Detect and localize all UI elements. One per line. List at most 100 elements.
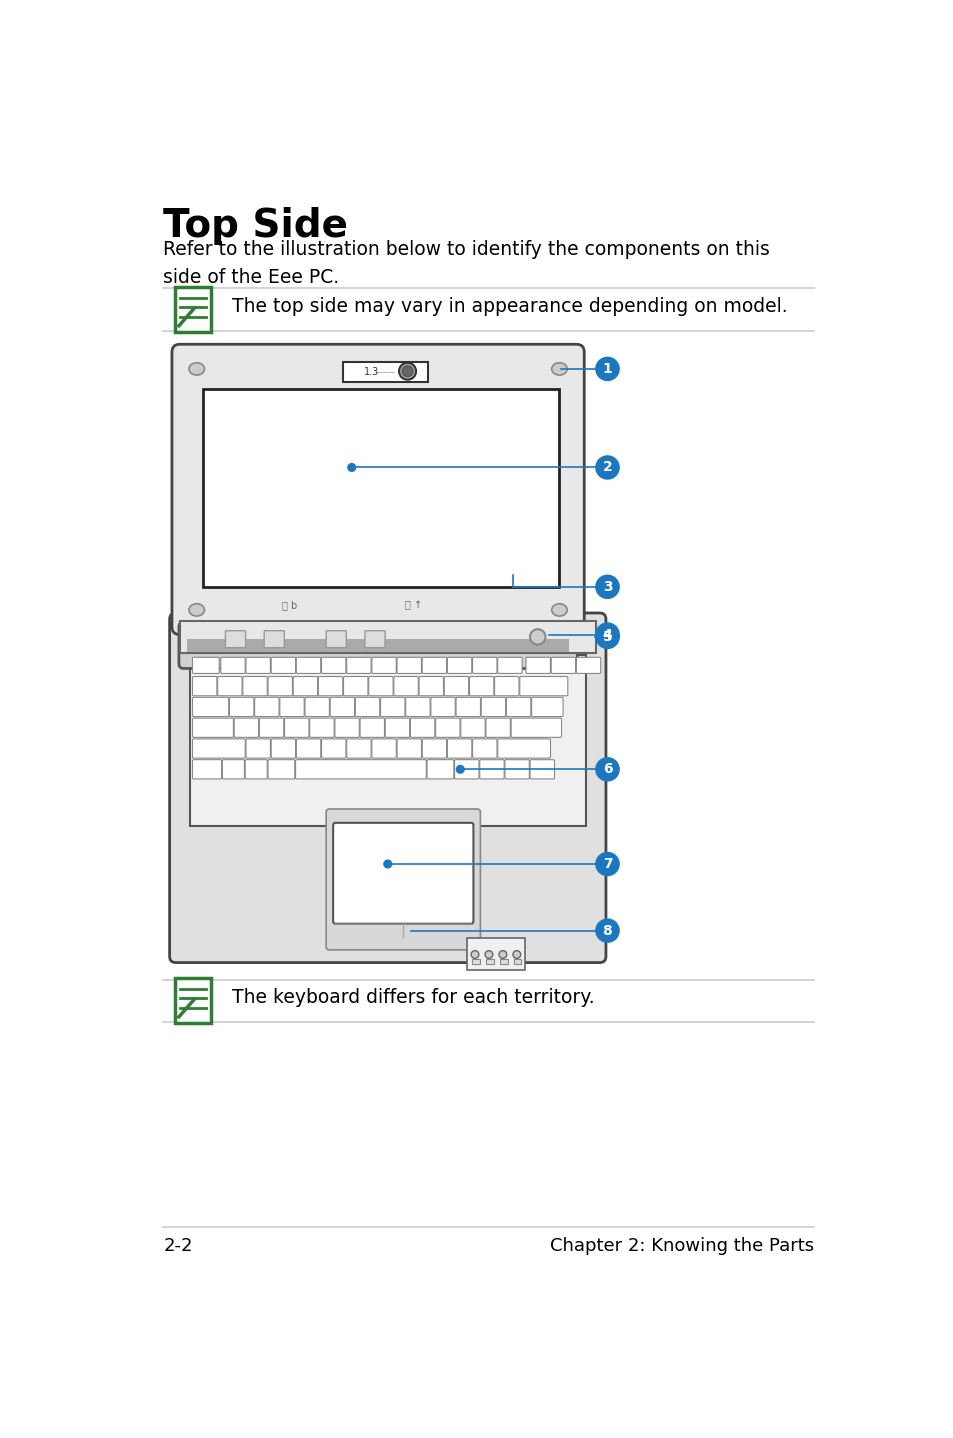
- Circle shape: [398, 362, 416, 380]
- FancyBboxPatch shape: [365, 631, 385, 647]
- Text: 6: 6: [602, 762, 612, 777]
- Circle shape: [596, 623, 618, 646]
- FancyBboxPatch shape: [479, 759, 503, 779]
- FancyBboxPatch shape: [422, 739, 446, 758]
- FancyBboxPatch shape: [506, 697, 530, 716]
- FancyBboxPatch shape: [310, 718, 334, 738]
- FancyBboxPatch shape: [480, 697, 505, 716]
- FancyBboxPatch shape: [305, 697, 329, 716]
- FancyBboxPatch shape: [174, 978, 211, 1022]
- Circle shape: [596, 919, 618, 942]
- FancyBboxPatch shape: [330, 697, 355, 716]
- FancyBboxPatch shape: [243, 676, 267, 696]
- FancyBboxPatch shape: [174, 288, 211, 332]
- FancyBboxPatch shape: [318, 676, 342, 696]
- Text: 2: 2: [602, 460, 612, 475]
- Text: 7: 7: [602, 857, 612, 871]
- FancyBboxPatch shape: [418, 676, 443, 696]
- FancyBboxPatch shape: [576, 657, 600, 673]
- FancyBboxPatch shape: [460, 718, 485, 738]
- FancyBboxPatch shape: [447, 657, 472, 673]
- FancyBboxPatch shape: [380, 697, 404, 716]
- Circle shape: [402, 365, 413, 377]
- FancyBboxPatch shape: [222, 759, 244, 779]
- Text: 1: 1: [602, 362, 612, 375]
- FancyBboxPatch shape: [284, 718, 309, 738]
- FancyBboxPatch shape: [245, 759, 267, 779]
- FancyBboxPatch shape: [447, 739, 472, 758]
- Circle shape: [498, 951, 506, 958]
- FancyBboxPatch shape: [497, 739, 550, 758]
- FancyBboxPatch shape: [220, 657, 245, 673]
- FancyBboxPatch shape: [225, 631, 245, 647]
- FancyBboxPatch shape: [264, 631, 284, 647]
- Circle shape: [596, 456, 618, 479]
- FancyBboxPatch shape: [485, 718, 510, 738]
- FancyBboxPatch shape: [293, 676, 317, 696]
- Circle shape: [596, 575, 618, 598]
- FancyBboxPatch shape: [335, 718, 359, 738]
- Ellipse shape: [189, 362, 204, 375]
- Text: ⚿ ↑: ⚿ ↑: [405, 600, 422, 610]
- Circle shape: [530, 630, 545, 644]
- FancyBboxPatch shape: [233, 718, 258, 738]
- FancyBboxPatch shape: [254, 697, 279, 716]
- Circle shape: [596, 853, 618, 876]
- Circle shape: [348, 463, 355, 472]
- Ellipse shape: [189, 604, 204, 615]
- FancyBboxPatch shape: [295, 759, 426, 779]
- Text: 2-2: 2-2: [163, 1238, 193, 1255]
- FancyBboxPatch shape: [396, 657, 421, 673]
- FancyBboxPatch shape: [343, 676, 368, 696]
- FancyBboxPatch shape: [359, 718, 384, 738]
- FancyBboxPatch shape: [456, 697, 480, 716]
- Bar: [485, 959, 493, 963]
- FancyBboxPatch shape: [519, 676, 567, 696]
- FancyBboxPatch shape: [343, 362, 428, 383]
- FancyBboxPatch shape: [179, 621, 596, 653]
- FancyBboxPatch shape: [405, 697, 430, 716]
- FancyBboxPatch shape: [259, 718, 283, 738]
- Ellipse shape: [551, 604, 567, 615]
- FancyBboxPatch shape: [551, 657, 575, 673]
- FancyBboxPatch shape: [494, 676, 518, 696]
- FancyBboxPatch shape: [531, 697, 562, 716]
- Circle shape: [596, 358, 618, 381]
- Circle shape: [596, 626, 618, 649]
- Text: ———: ———: [375, 370, 395, 375]
- Ellipse shape: [551, 362, 567, 375]
- FancyBboxPatch shape: [326, 810, 480, 951]
- FancyBboxPatch shape: [372, 657, 395, 673]
- Bar: [472, 959, 479, 963]
- Circle shape: [513, 951, 520, 958]
- FancyBboxPatch shape: [296, 739, 320, 758]
- FancyBboxPatch shape: [193, 697, 229, 716]
- FancyBboxPatch shape: [368, 676, 393, 696]
- Text: The keyboard differs for each territory.: The keyboard differs for each territory.: [232, 988, 594, 1007]
- Text: Top Side: Top Side: [163, 207, 348, 246]
- FancyBboxPatch shape: [193, 676, 216, 696]
- Circle shape: [596, 758, 618, 781]
- FancyBboxPatch shape: [530, 759, 554, 779]
- FancyBboxPatch shape: [321, 739, 346, 758]
- FancyBboxPatch shape: [472, 739, 497, 758]
- FancyBboxPatch shape: [504, 759, 529, 779]
- FancyBboxPatch shape: [268, 759, 294, 779]
- Circle shape: [456, 765, 464, 774]
- Bar: [513, 959, 521, 963]
- FancyBboxPatch shape: [271, 657, 295, 673]
- FancyBboxPatch shape: [385, 718, 409, 738]
- Bar: [499, 959, 507, 963]
- FancyBboxPatch shape: [193, 759, 221, 779]
- FancyBboxPatch shape: [172, 344, 583, 634]
- Text: 8: 8: [602, 923, 612, 938]
- FancyBboxPatch shape: [326, 631, 346, 647]
- Bar: [203, 388, 558, 587]
- FancyBboxPatch shape: [497, 657, 521, 673]
- FancyBboxPatch shape: [271, 739, 295, 758]
- Bar: [467, 938, 525, 969]
- FancyBboxPatch shape: [372, 739, 395, 758]
- FancyBboxPatch shape: [394, 676, 417, 696]
- Text: 5: 5: [602, 630, 612, 644]
- FancyBboxPatch shape: [193, 657, 219, 673]
